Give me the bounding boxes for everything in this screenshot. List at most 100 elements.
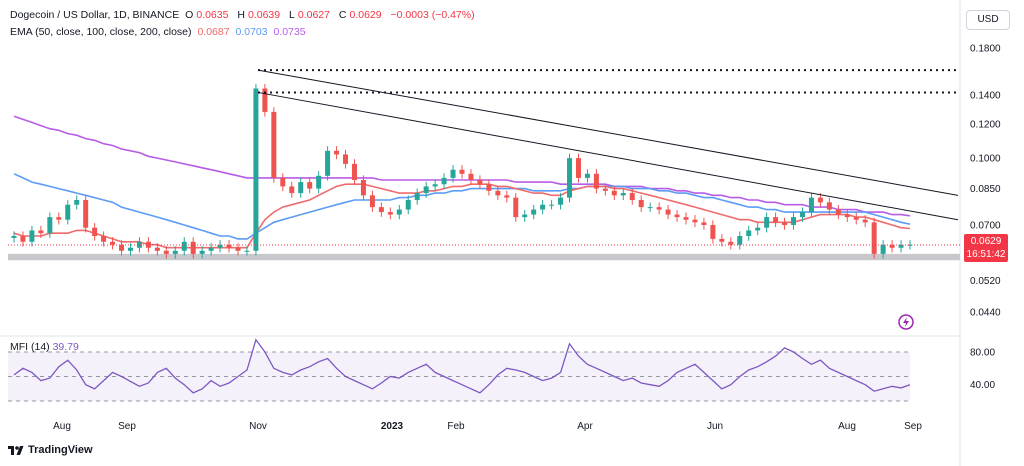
change-value: −0.0003 (−0.47%) bbox=[390, 9, 475, 21]
candle-body bbox=[477, 179, 483, 185]
open-label: O bbox=[185, 9, 194, 21]
candle-body bbox=[531, 209, 537, 215]
ema-label: EMA (50, close, 100, close, 200, close) bbox=[10, 26, 192, 38]
candle-body bbox=[898, 244, 904, 248]
ohlc-legend: Dogecoin / US Dollar, 1D, BINANCE O 0.063… bbox=[10, 7, 478, 24]
high-label: H bbox=[237, 9, 245, 21]
candle-body bbox=[181, 241, 187, 251]
ema200-line bbox=[13, 115, 911, 217]
x-tick-label: 2023 bbox=[381, 421, 404, 432]
y-tick-label: 0.0850 bbox=[970, 184, 1001, 195]
candle-body bbox=[665, 209, 671, 215]
candle-body bbox=[334, 150, 340, 155]
candle-body bbox=[907, 244, 913, 246]
candle-body bbox=[387, 212, 393, 215]
close-value: C 0.0629 bbox=[339, 9, 385, 21]
candle-body bbox=[262, 88, 268, 112]
x-tick-label: Sep bbox=[118, 421, 136, 432]
y-tick-label: 0.0700 bbox=[970, 220, 1001, 231]
candle-body bbox=[163, 250, 169, 254]
candle-body bbox=[495, 190, 501, 196]
mfi-tick-label: 80.00 bbox=[970, 348, 995, 359]
ema50-value: 0.0687 bbox=[197, 26, 230, 38]
symbol-title: Dogecoin / US Dollar, 1D, BINANCE bbox=[10, 9, 180, 21]
candle-body bbox=[83, 199, 89, 228]
candle-body bbox=[871, 222, 877, 254]
candle-body bbox=[575, 158, 581, 178]
y-tick-label: 0.1200 bbox=[970, 119, 1001, 130]
candle-body bbox=[56, 217, 62, 220]
trendline bbox=[257, 91, 959, 221]
candle-body bbox=[647, 207, 653, 209]
candle-body bbox=[567, 158, 573, 198]
candle-body bbox=[844, 214, 850, 218]
candle-body bbox=[889, 244, 895, 248]
candle-body bbox=[737, 236, 743, 245]
candle-body bbox=[764, 217, 770, 228]
tradingview-logo-icon bbox=[8, 446, 24, 455]
candle-body bbox=[459, 169, 465, 174]
candle-body bbox=[11, 236, 17, 238]
candle-body bbox=[468, 173, 474, 180]
candle-body bbox=[298, 182, 304, 194]
candle-body bbox=[423, 186, 429, 194]
candle-body bbox=[235, 247, 241, 251]
candle-body bbox=[826, 202, 832, 210]
candle-body bbox=[584, 173, 590, 178]
candle-body bbox=[101, 236, 107, 242]
candle-body bbox=[522, 214, 528, 218]
y-tick-label: 0.0520 bbox=[970, 276, 1001, 287]
candle-body bbox=[880, 244, 886, 254]
candle-body bbox=[862, 219, 868, 223]
x-tick-label: Sep bbox=[904, 421, 922, 432]
high-value: H 0.0639 bbox=[237, 9, 283, 21]
ema50-line bbox=[13, 183, 911, 249]
close-label: C bbox=[338, 9, 347, 21]
trendline bbox=[257, 69, 959, 196]
candle-body bbox=[29, 230, 35, 242]
candle-body bbox=[808, 197, 814, 213]
x-tick-label: Jun bbox=[707, 421, 723, 432]
candle-body bbox=[620, 193, 626, 196]
last-price: 0.0629 bbox=[970, 236, 1002, 247]
x-tick-label: Nov bbox=[249, 421, 267, 432]
candle-body bbox=[145, 241, 151, 248]
candle-body bbox=[289, 186, 295, 194]
candle-body bbox=[244, 250, 250, 252]
ema200-value: 0.0735 bbox=[273, 26, 306, 38]
candle-body bbox=[719, 238, 725, 242]
candle-body bbox=[38, 230, 44, 234]
candle-body bbox=[701, 222, 707, 225]
alert-lightning-icon bbox=[898, 314, 914, 330]
candle-body bbox=[119, 244, 125, 251]
candle-body bbox=[217, 244, 223, 248]
candle-body bbox=[127, 247, 133, 251]
candle-body bbox=[405, 199, 411, 210]
lightning-bolt-icon bbox=[903, 317, 909, 327]
open-value: O 0.0635 bbox=[185, 9, 231, 21]
y-tick-label: 0.1800 bbox=[970, 44, 1001, 55]
candle-body bbox=[486, 184, 492, 191]
y-tick-label: 0.0440 bbox=[970, 308, 1001, 319]
candle-body bbox=[307, 182, 313, 189]
candle-body bbox=[316, 175, 322, 189]
ema100-line bbox=[13, 173, 911, 240]
candle-body bbox=[656, 207, 662, 210]
candle-body bbox=[369, 195, 375, 208]
y-tick-label: 0.1000 bbox=[970, 154, 1001, 165]
low-number: 0.0627 bbox=[297, 9, 330, 21]
low-value: L 0.0627 bbox=[289, 9, 333, 21]
candle-body bbox=[728, 241, 734, 245]
x-tick-label: Feb bbox=[447, 421, 465, 432]
tradingview-logo[interactable]: TradingView bbox=[8, 444, 93, 456]
mfi-label: MFI (14) bbox=[10, 341, 50, 353]
mfi-tick-label: 40.00 bbox=[970, 380, 995, 391]
candle-body bbox=[683, 217, 689, 220]
candle-body bbox=[253, 88, 259, 251]
currency-button[interactable]: USD bbox=[966, 10, 1010, 30]
candle-body bbox=[136, 241, 142, 248]
candle-body bbox=[47, 217, 53, 234]
candle-body bbox=[755, 227, 761, 231]
candle-body bbox=[629, 193, 635, 200]
